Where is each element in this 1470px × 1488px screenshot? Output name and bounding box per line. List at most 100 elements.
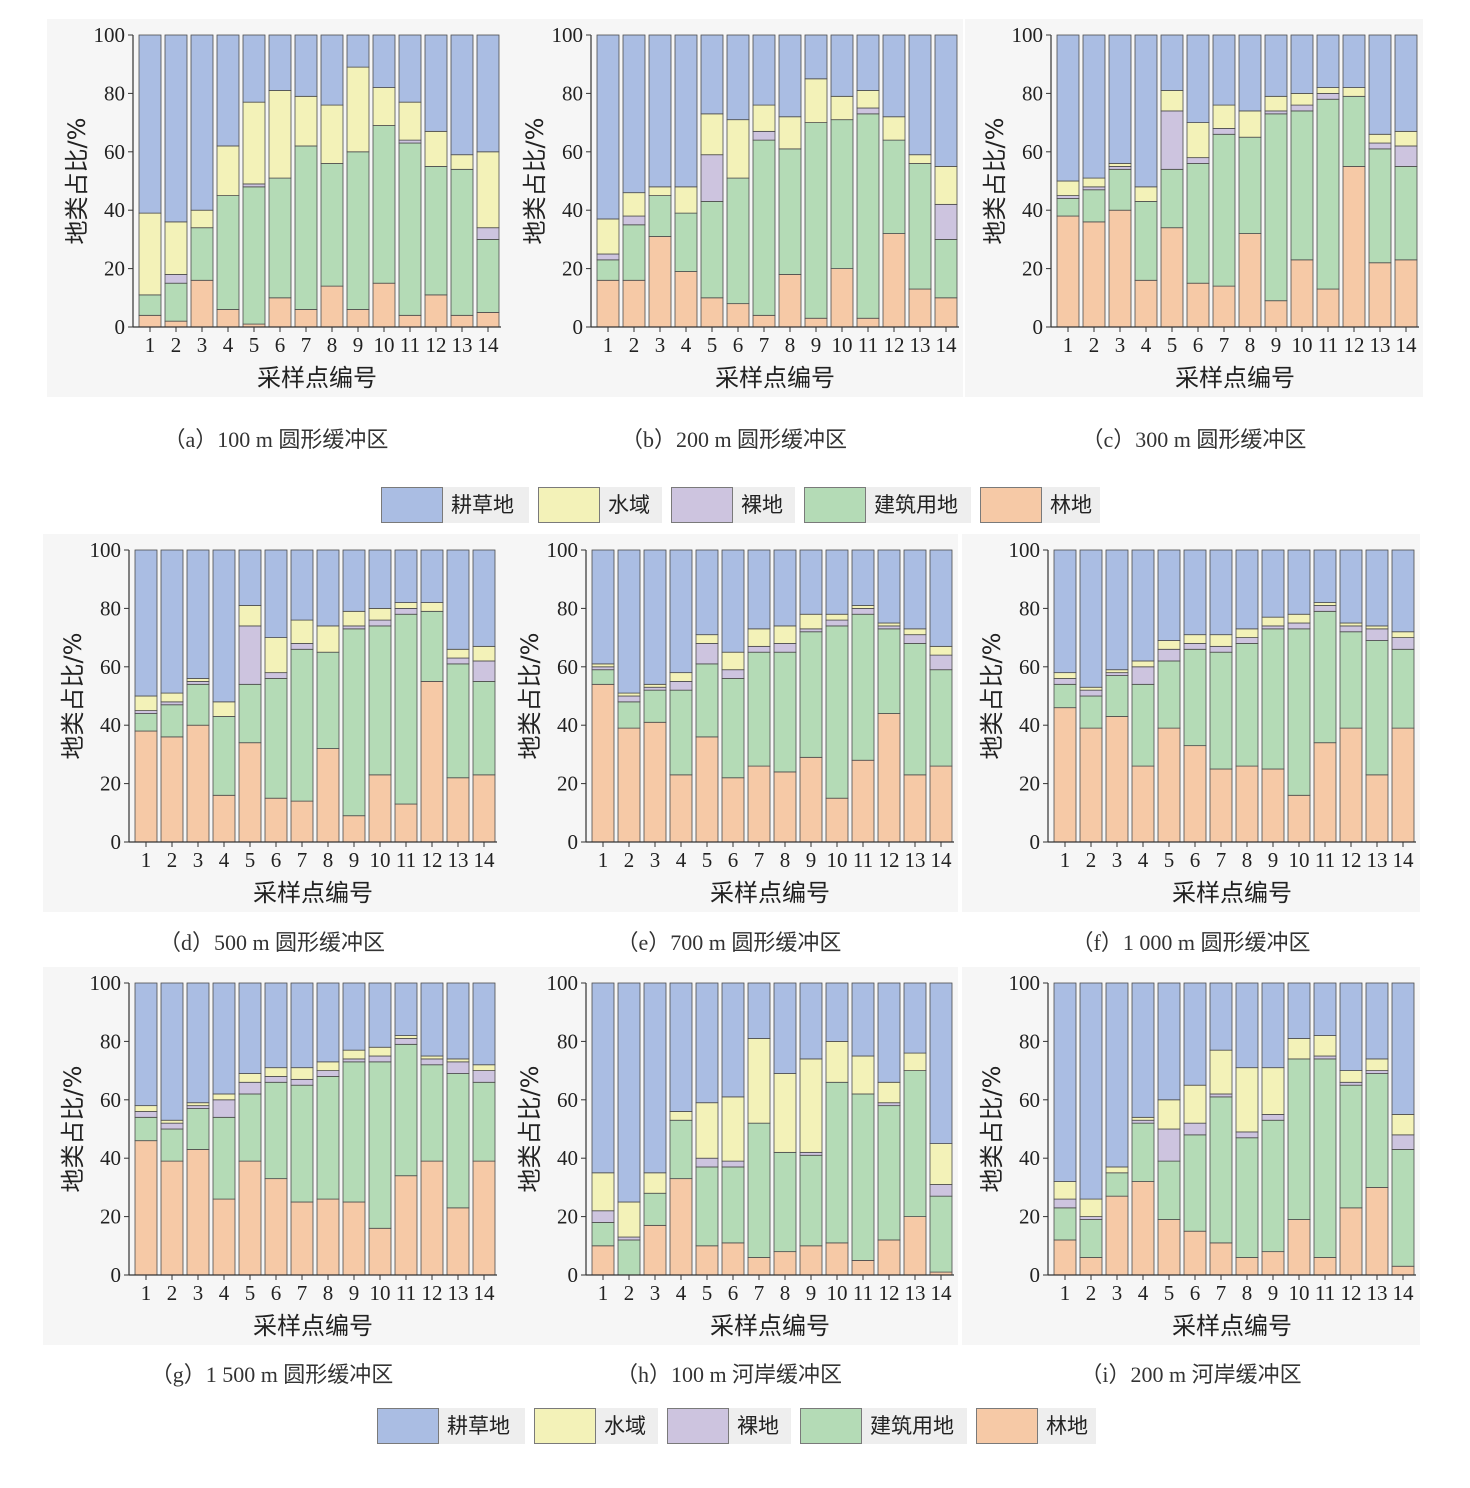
bar-6-segment-cropland-grassland: [721, 982, 745, 1098]
bar-14-segment-cropland-grassland: [472, 982, 496, 1066]
bar-12-segment-forest: [882, 233, 906, 328]
bar-12-segment-forest: [1339, 727, 1363, 843]
bar-10-segment-built-up: [830, 119, 854, 269]
bar-7-segment-built-up: [1212, 133, 1236, 287]
y-tick-label: 60: [100, 655, 121, 679]
bar-5-segment-water: [695, 1102, 719, 1159]
x-tick-label: 1: [1063, 333, 1074, 357]
bar-3-segment-cropland-grassland: [1105, 549, 1129, 671]
legend-swatch-cropland-grassland: [377, 1408, 439, 1444]
x-tick-label: 6: [733, 333, 744, 357]
bar-12-segment-built-up: [1339, 631, 1363, 729]
y-tick-label: 80: [100, 1029, 121, 1053]
legend-item-bare-land: 裸地: [667, 1408, 791, 1444]
bar-10-segment-forest: [372, 282, 396, 328]
chart-panel-g: 0 20 40 60 80 100 1 2 3 4 5 6 7 8 9 10 11 12 13 14 采样点编号 地类占比…: [43, 967, 501, 1345]
x-tick-label: 2: [624, 1281, 635, 1305]
y-tick-label: 40: [100, 1146, 121, 1170]
bar-11-segment-cropland-grassland: [398, 34, 422, 103]
bar-5-segment-built-up: [700, 201, 724, 299]
bar-12-segment-water: [1342, 87, 1366, 97]
y-axis-title: 地类占比/%: [978, 633, 1006, 760]
bar-4-segment-forest: [674, 271, 698, 328]
bar-10-segment-water: [1287, 1038, 1311, 1060]
bar-10-segment-water: [830, 95, 854, 121]
x-tick-label: 7: [1219, 333, 1230, 357]
bar-7-segment-built-up: [290, 1084, 314, 1203]
bar-14-segment-water: [472, 1064, 496, 1072]
bar-5-segment-built-up: [238, 683, 262, 744]
bar-14-segment-cropland-grassland: [929, 549, 953, 647]
bar-14-segment-water: [472, 645, 496, 662]
bar-3-segment-bare-land: [1105, 672, 1129, 676]
caption-a: （a）100 m 圆形缓冲区: [163, 427, 389, 452]
bar-8-segment-built-up: [773, 651, 797, 773]
x-tick-label: 8: [1242, 848, 1253, 872]
chart-panel-i: 0 20 40 60 80 100 1 2 3 4 5 6 7 8 9 10 11 12 13 14 采样点编号 地类占比…: [962, 967, 1420, 1345]
bar-2-segment-built-up: [622, 224, 646, 281]
bar-4-segment-forest: [669, 1178, 693, 1276]
bar-1-segment-forest: [134, 730, 158, 843]
legend-label: 水域: [596, 1408, 658, 1444]
bar-5-segment-forest: [695, 736, 719, 843]
bar-13-segment-built-up: [450, 168, 474, 316]
x-tick-label: 5: [1167, 333, 1178, 357]
bar-3-segment-forest: [1105, 716, 1129, 843]
bar-7-segment-forest: [1212, 285, 1236, 328]
bar-12-segment-built-up: [424, 165, 448, 296]
caption-e: （e）700 m 圆形缓冲区: [616, 930, 842, 955]
caption-f: （f）1 000 m 圆形缓冲区: [1071, 930, 1311, 955]
bar-2-segment-water: [160, 1119, 184, 1124]
y-tick-label: 60: [100, 1088, 121, 1112]
x-tick-label: 10: [1292, 333, 1313, 357]
bar-12-segment-bare-land: [877, 1102, 901, 1107]
bar-13-segment-built-up: [446, 663, 470, 779]
bar-5-segment-forest: [1157, 727, 1181, 843]
x-tick-label: 12: [1341, 848, 1362, 872]
bar-12-segment-built-up: [877, 1105, 901, 1241]
bar-9-segment-water: [346, 66, 370, 153]
bar-14-segment-forest: [472, 1160, 496, 1276]
bar-11-segment-cropland-grassland: [851, 549, 875, 606]
x-tick-label: 7: [297, 1281, 308, 1305]
bar-12-segment-forest: [877, 1239, 901, 1276]
bar-7-segment-bare-land: [1209, 645, 1233, 653]
bar-4-segment-bare-land: [1131, 1119, 1155, 1124]
bar-8-segment-water: [778, 116, 802, 150]
bar-14-segment-built-up: [1394, 165, 1418, 261]
bar-9-segment-cropland-grassland: [799, 982, 823, 1060]
bar-2-segment-cropland-grassland: [617, 549, 641, 694]
bar-14-segment-forest: [1391, 727, 1415, 843]
x-tick-label: 4: [219, 1281, 230, 1305]
bar-10-segment-built-up: [825, 625, 849, 799]
bar-4-segment-built-up: [1134, 201, 1158, 281]
bar-10-segment-cropland-grassland: [830, 34, 854, 97]
bar-8-segment-water: [1235, 628, 1259, 638]
bar-9-segment-cropland-grassland: [1261, 982, 1285, 1069]
bar-6-segment-built-up: [264, 678, 288, 799]
bar-9-segment-built-up: [799, 631, 823, 758]
y-tick-label: 20: [562, 257, 583, 281]
bar-1-segment-forest: [134, 1140, 158, 1276]
x-tick-label: 10: [370, 848, 391, 872]
x-axis-title: 采样点编号: [710, 879, 830, 907]
bar-7-segment-bare-land: [1209, 1093, 1233, 1098]
bar-5-segment-cropland-grassland: [1157, 982, 1181, 1101]
bar-9-segment-cropland-grassland: [804, 34, 828, 80]
legend-label: 林地: [1038, 1408, 1096, 1444]
bar-9-segment-bare-land: [799, 1151, 823, 1156]
x-tick-label: 12: [1344, 333, 1365, 357]
legend-swatch-water: [538, 487, 600, 523]
bar-7-segment-water: [294, 95, 318, 147]
bar-1-segment-bare-land: [596, 253, 620, 261]
bar-12-segment-cropland-grassland: [1339, 982, 1363, 1071]
bar-3-segment-cropland-grassland: [643, 549, 667, 685]
bar-4-segment-cropland-grassland: [1131, 982, 1155, 1118]
bar-8-segment-built-up: [1238, 136, 1262, 234]
bar-2-segment-cropland-grassland: [1079, 982, 1103, 1200]
bar-12-segment-forest: [877, 713, 901, 843]
bar-10-segment-built-up: [1287, 1058, 1311, 1220]
bar-6-segment-bare-land: [721, 1160, 745, 1168]
legend-label: 耕草地: [439, 1408, 525, 1444]
